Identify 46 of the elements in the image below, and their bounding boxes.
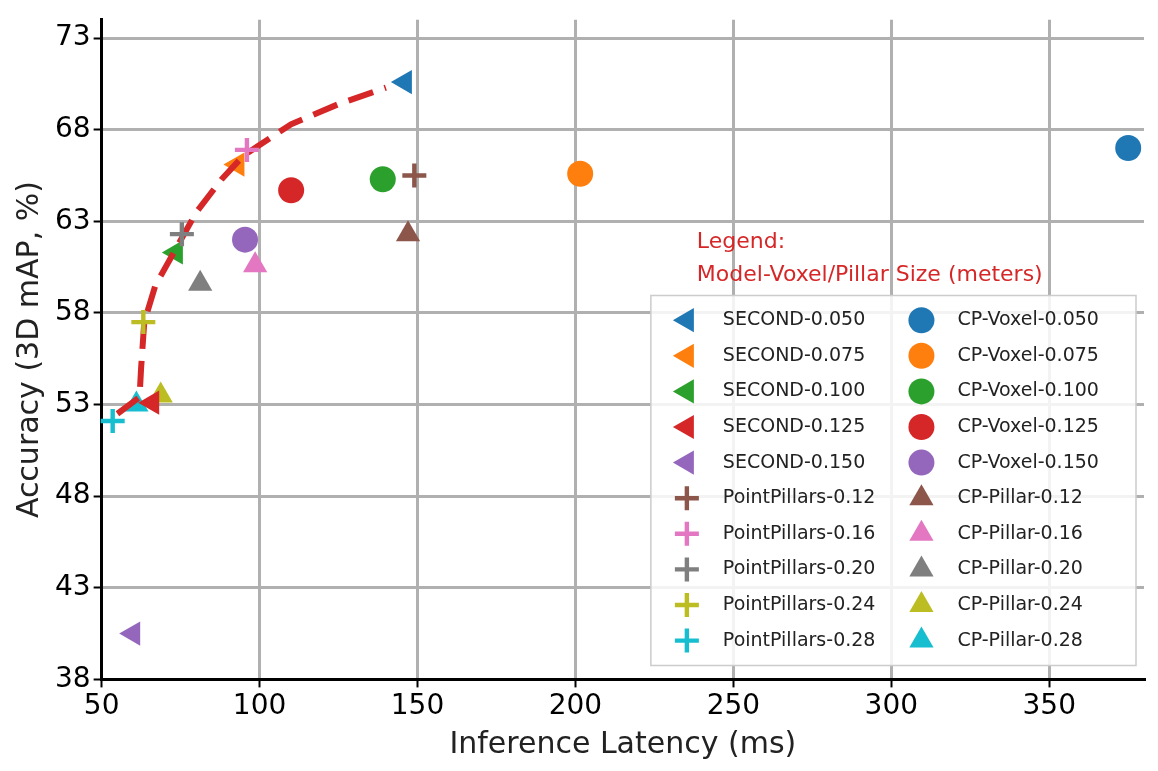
point [169,222,194,247]
y-tick-label: 63 [54,202,91,236]
legend-label: CP-Pillar-0.24 [957,591,1083,614]
legend-label: CP-Voxel-0.050 [957,307,1099,330]
point [567,160,594,187]
legend-label: PointPillars-0.20 [722,556,876,579]
y-tick-label: 58 [54,294,91,328]
legend-label: CP-Pillar-0.16 [957,520,1083,543]
legend-label: CP-Voxel-0.075 [957,342,1099,365]
legend-label: CP-Pillar-0.20 [957,556,1083,579]
point [100,409,125,434]
y-tick-label: 68 [54,111,91,145]
y-axis-title: Accuracy (3D mAP, %) [9,181,45,519]
legend-label: CP-Voxel-0.150 [957,449,1099,472]
legend-label: PointPillars-0.16 [722,520,876,543]
y-tick-label: 53 [54,385,91,419]
point [1115,135,1142,162]
x-tick-label: 250 [706,688,761,722]
y-tick-label: 73 [54,19,91,53]
y-tick-label: 43 [54,569,91,603]
point [234,137,259,162]
legend-label: PointPillars-0.28 [722,627,876,650]
legend-label: CP-Voxel-0.100 [957,378,1099,401]
x-tick-label: 350 [1022,688,1076,722]
legend-label: PointPillars-0.12 [722,485,876,508]
legend-label: CP-Pillar-0.28 [957,627,1083,650]
point [369,166,396,193]
legend-title: Legend: Model-Voxel/Pillar Size (meters) [696,228,1043,287]
legend-label: SECOND-0.125 [722,413,866,436]
legend-label: CP-Pillar-0.12 [957,485,1083,508]
legend-label: SECOND-0.100 [722,378,866,401]
point [278,177,305,204]
y-tick-label: 48 [54,477,91,511]
point [131,310,156,335]
legend-label: CP-Voxel-0.125 [957,413,1099,436]
x-tick-label: 300 [864,688,919,722]
x-axis-title: Inference Latency (ms) [449,724,797,760]
x-tick-label: 100 [232,688,287,722]
legend-label: SECOND-0.075 [722,342,866,365]
point [402,163,427,188]
legend-label: SECOND-0.150 [722,449,866,472]
legend-label: PointPillars-0.24 [722,591,876,614]
point [232,226,259,253]
x-tick-label: 150 [390,688,445,722]
x-tick-label: 200 [548,688,603,722]
legend-label: SECOND-0.050 [722,307,866,330]
